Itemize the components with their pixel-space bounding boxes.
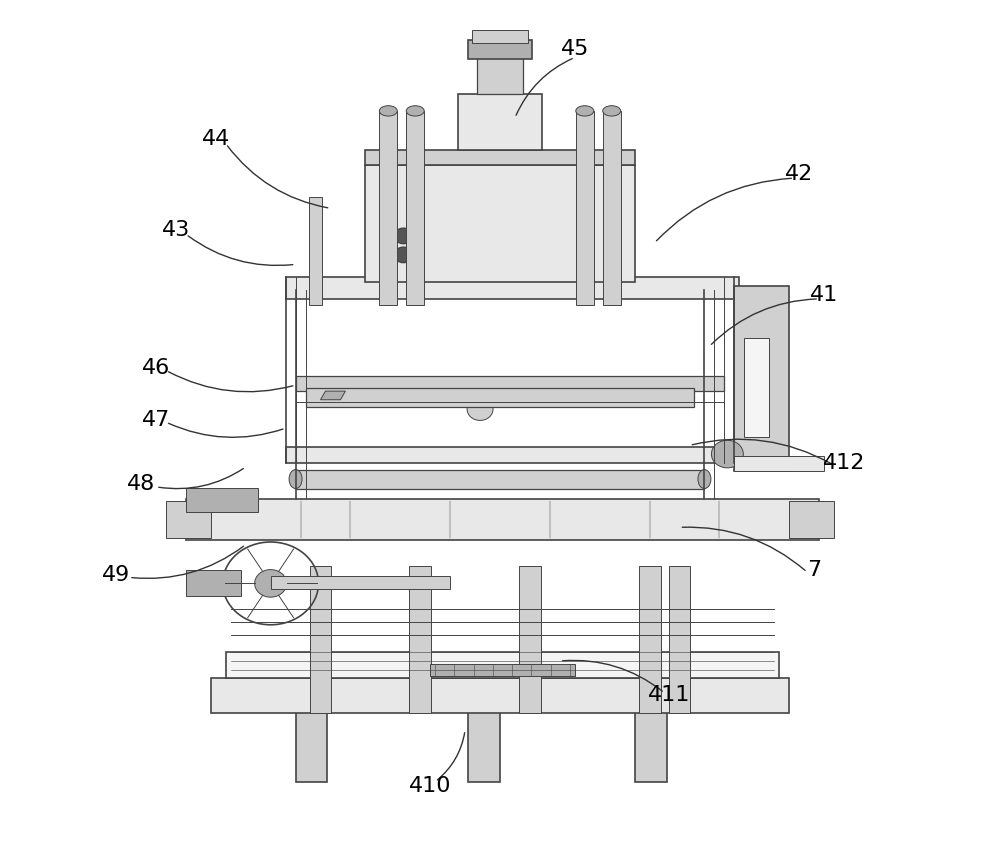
FancyBboxPatch shape: [186, 570, 241, 596]
FancyBboxPatch shape: [296, 375, 724, 391]
FancyBboxPatch shape: [472, 29, 528, 42]
FancyBboxPatch shape: [519, 567, 541, 713]
FancyBboxPatch shape: [635, 704, 667, 782]
Ellipse shape: [698, 470, 711, 489]
FancyBboxPatch shape: [186, 499, 819, 541]
FancyBboxPatch shape: [669, 567, 690, 713]
Text: 41: 41: [810, 285, 838, 304]
Text: 410: 410: [409, 776, 451, 796]
Text: 411: 411: [648, 685, 691, 706]
FancyBboxPatch shape: [576, 111, 594, 304]
FancyBboxPatch shape: [166, 502, 211, 538]
FancyBboxPatch shape: [409, 567, 431, 713]
FancyBboxPatch shape: [286, 447, 739, 463]
FancyBboxPatch shape: [468, 704, 500, 782]
Circle shape: [711, 440, 743, 468]
FancyBboxPatch shape: [186, 488, 258, 512]
Circle shape: [467, 398, 493, 420]
Text: 44: 44: [202, 130, 230, 150]
FancyBboxPatch shape: [309, 197, 322, 304]
Text: 412: 412: [823, 452, 865, 472]
FancyBboxPatch shape: [430, 663, 575, 676]
Text: 49: 49: [102, 565, 130, 585]
FancyBboxPatch shape: [734, 456, 824, 471]
FancyBboxPatch shape: [286, 278, 739, 298]
Circle shape: [394, 247, 412, 263]
Ellipse shape: [379, 106, 397, 116]
FancyBboxPatch shape: [458, 93, 542, 150]
FancyBboxPatch shape: [365, 165, 635, 282]
FancyBboxPatch shape: [744, 337, 769, 437]
Text: 48: 48: [127, 474, 155, 494]
Text: 45: 45: [561, 39, 589, 59]
FancyBboxPatch shape: [271, 576, 450, 589]
Ellipse shape: [576, 106, 594, 116]
FancyBboxPatch shape: [789, 502, 834, 538]
Polygon shape: [320, 391, 345, 400]
Text: 43: 43: [162, 220, 190, 240]
Text: 47: 47: [142, 409, 170, 430]
FancyBboxPatch shape: [734, 286, 789, 471]
FancyBboxPatch shape: [603, 111, 621, 304]
FancyBboxPatch shape: [226, 652, 779, 678]
FancyBboxPatch shape: [477, 52, 523, 93]
FancyBboxPatch shape: [211, 678, 789, 713]
FancyBboxPatch shape: [365, 150, 635, 165]
FancyBboxPatch shape: [468, 40, 532, 59]
Circle shape: [394, 228, 412, 244]
Ellipse shape: [603, 106, 621, 116]
Ellipse shape: [406, 106, 424, 116]
Ellipse shape: [289, 470, 302, 489]
Circle shape: [255, 569, 287, 597]
Text: 42: 42: [785, 163, 813, 184]
FancyBboxPatch shape: [310, 567, 331, 713]
FancyBboxPatch shape: [639, 567, 661, 713]
FancyBboxPatch shape: [296, 470, 704, 489]
FancyBboxPatch shape: [406, 111, 424, 304]
FancyBboxPatch shape: [296, 704, 327, 782]
Text: 46: 46: [142, 358, 170, 378]
Text: 7: 7: [807, 561, 821, 580]
FancyBboxPatch shape: [379, 111, 397, 304]
FancyBboxPatch shape: [306, 388, 694, 407]
